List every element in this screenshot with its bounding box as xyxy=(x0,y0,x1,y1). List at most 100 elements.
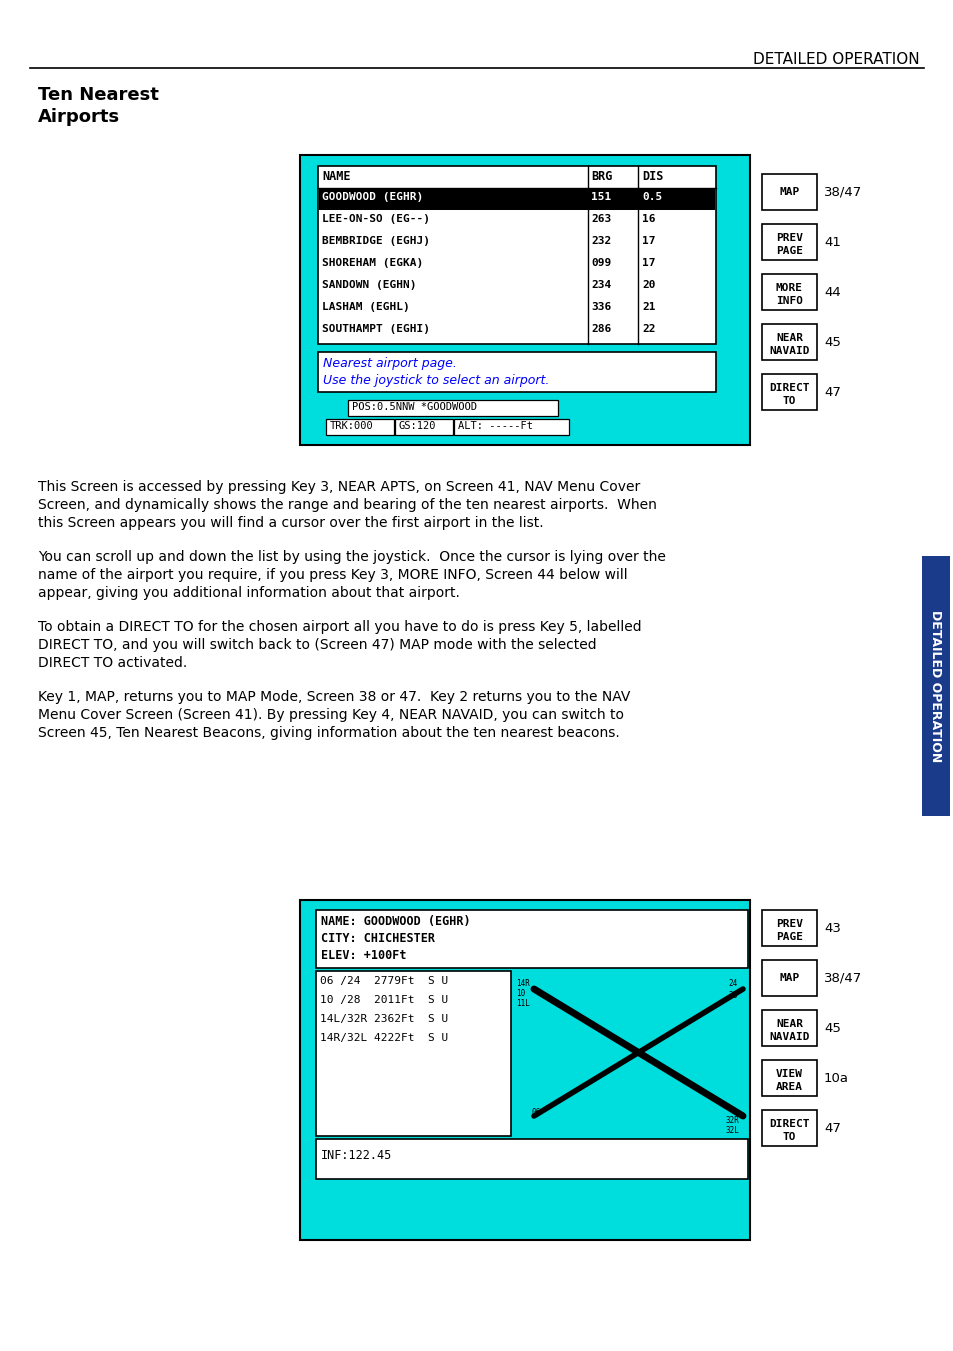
Text: You can scroll up and down the list by using the joystick.  Once the cursor is l: You can scroll up and down the list by u… xyxy=(38,550,665,563)
Text: DIS: DIS xyxy=(641,170,662,182)
Text: ALT: -----Ft: ALT: -----Ft xyxy=(457,422,533,431)
Bar xyxy=(395,419,453,435)
Text: LASHAM (EGHL): LASHAM (EGHL) xyxy=(322,303,410,312)
Bar xyxy=(761,1061,816,1096)
Bar xyxy=(454,419,568,435)
Text: INFO: INFO xyxy=(775,296,802,305)
Text: 10a: 10a xyxy=(823,1071,848,1085)
Text: GOODWOOD (EGHR): GOODWOOD (EGHR) xyxy=(322,192,423,203)
Text: NEAR: NEAR xyxy=(775,332,802,343)
Text: 14R/32L 4222Ft  S U: 14R/32L 4222Ft S U xyxy=(319,1034,448,1043)
Text: 099: 099 xyxy=(590,258,611,267)
Text: 234: 234 xyxy=(590,280,611,290)
Text: INF:122.45: INF:122.45 xyxy=(320,1148,392,1162)
Text: 44: 44 xyxy=(823,285,840,299)
Text: DIRECT TO, and you will switch back to (Screen 47) MAP mode with the selected: DIRECT TO, and you will switch back to (… xyxy=(38,638,596,653)
Text: 14R: 14R xyxy=(516,979,529,988)
Text: PAGE: PAGE xyxy=(775,932,802,942)
Text: MAP: MAP xyxy=(779,973,799,984)
Bar xyxy=(761,224,816,259)
Text: BEMBRIDGE (EGHJ): BEMBRIDGE (EGHJ) xyxy=(322,236,430,246)
Text: 47: 47 xyxy=(823,385,840,399)
Text: 21: 21 xyxy=(641,303,655,312)
Bar xyxy=(761,1011,816,1046)
Bar xyxy=(299,155,749,444)
Text: POS:0.5NNW *GOODWOOD: POS:0.5NNW *GOODWOOD xyxy=(352,403,476,412)
Text: DETAILED OPERATION: DETAILED OPERATION xyxy=(753,51,919,68)
Bar xyxy=(315,971,511,1136)
Text: Screen 45, Ten Nearest Beacons, giving information about the ten nearest beacons: Screen 45, Ten Nearest Beacons, giving i… xyxy=(38,725,619,740)
Bar xyxy=(299,900,749,1240)
Bar xyxy=(761,911,816,946)
Text: MAP: MAP xyxy=(779,186,799,197)
Text: appear, giving you additional information about that airport.: appear, giving you additional informatio… xyxy=(38,586,459,600)
Bar xyxy=(318,189,714,209)
Text: DIRECT TO activated.: DIRECT TO activated. xyxy=(38,657,187,670)
Text: 0.5: 0.5 xyxy=(641,192,661,203)
Text: Menu Cover Screen (Screen 41). By pressing Key 4, NEAR NAVAID, you can switch to: Menu Cover Screen (Screen 41). By pressi… xyxy=(38,708,623,721)
Text: PREV: PREV xyxy=(775,232,802,243)
Bar xyxy=(761,174,816,209)
Bar xyxy=(315,911,747,969)
Text: 16: 16 xyxy=(641,213,655,224)
Text: 24: 24 xyxy=(727,979,737,988)
Text: Screen, and dynamically shows the range and bearing of the ten nearest airports.: Screen, and dynamically shows the range … xyxy=(38,499,657,512)
Text: 47: 47 xyxy=(823,1121,840,1135)
Text: 32L: 32L xyxy=(725,1125,740,1135)
Bar xyxy=(761,1111,816,1146)
Text: 41: 41 xyxy=(823,235,840,249)
Text: This Screen is accessed by pressing Key 3, NEAR APTS, on Screen 41, NAV Menu Cov: This Screen is accessed by pressing Key … xyxy=(38,480,639,494)
Bar xyxy=(315,1139,747,1179)
Text: 20: 20 xyxy=(641,280,655,290)
Text: SANDOWN (EGHN): SANDOWN (EGHN) xyxy=(322,280,416,290)
Bar xyxy=(317,353,716,392)
Text: NAME: GOODWOOD (EGHR): NAME: GOODWOOD (EGHR) xyxy=(320,915,470,928)
Text: Airports: Airports xyxy=(38,108,120,126)
Text: 14L/32R 2362Ft  S U: 14L/32R 2362Ft S U xyxy=(319,1015,448,1024)
Bar xyxy=(921,557,949,816)
Text: 38/47: 38/47 xyxy=(823,185,862,199)
Text: SOUTHAMPT (EGHI): SOUTHAMPT (EGHI) xyxy=(322,324,430,334)
Bar xyxy=(348,400,558,416)
Text: DIRECT: DIRECT xyxy=(768,382,809,393)
Bar xyxy=(761,274,816,309)
Text: 45: 45 xyxy=(823,335,840,349)
Text: 336: 336 xyxy=(590,303,611,312)
Text: CITY: CHICHESTER: CITY: CHICHESTER xyxy=(320,932,435,944)
Text: Nearest airport page.: Nearest airport page. xyxy=(323,357,456,370)
Text: 22: 22 xyxy=(641,324,655,334)
Text: NAVAID: NAVAID xyxy=(768,1032,809,1042)
Text: SHOREHAM (EGKA): SHOREHAM (EGKA) xyxy=(322,258,423,267)
Text: PAGE: PAGE xyxy=(775,246,802,255)
Text: 17: 17 xyxy=(641,258,655,267)
Text: AREA: AREA xyxy=(775,1082,802,1092)
Text: NAME: NAME xyxy=(322,170,350,182)
Text: Key 1, MAP, returns you to MAP Mode, Screen 38 or 47.  Key 2 returns you to the : Key 1, MAP, returns you to MAP Mode, Scr… xyxy=(38,690,630,704)
Text: 32R: 32R xyxy=(725,1116,740,1125)
Text: TO: TO xyxy=(781,396,796,407)
Text: TO: TO xyxy=(781,1132,796,1142)
Bar xyxy=(326,419,394,435)
Text: NEAR: NEAR xyxy=(775,1019,802,1029)
Text: 10 /28  2011Ft  S U: 10 /28 2011Ft S U xyxy=(319,994,448,1005)
Text: 232: 232 xyxy=(590,236,611,246)
Text: DIRECT: DIRECT xyxy=(768,1119,809,1129)
Bar xyxy=(761,374,816,409)
Bar xyxy=(761,961,816,996)
Text: 06: 06 xyxy=(532,1108,540,1117)
Text: 43: 43 xyxy=(823,921,840,935)
Text: 10: 10 xyxy=(516,989,525,998)
Text: 06 /24  2779Ft  S U: 06 /24 2779Ft S U xyxy=(319,975,448,986)
Text: this Screen appears you will find a cursor over the first airport in the list.: this Screen appears you will find a curs… xyxy=(38,516,543,530)
Text: VIEW: VIEW xyxy=(775,1069,802,1079)
Text: 38/47: 38/47 xyxy=(823,971,862,985)
Text: Use the joystick to select an airport.: Use the joystick to select an airport. xyxy=(323,374,549,386)
Text: GS:120: GS:120 xyxy=(398,422,436,431)
Text: BRG: BRG xyxy=(590,170,612,182)
Bar xyxy=(761,324,816,359)
Text: PREV: PREV xyxy=(775,919,802,929)
Text: TRK:000: TRK:000 xyxy=(330,422,374,431)
Text: LEE-ON-SO (EG--): LEE-ON-SO (EG--) xyxy=(322,213,430,224)
Text: ELEV: +100Ft: ELEV: +100Ft xyxy=(320,948,406,962)
Text: 28: 28 xyxy=(727,992,737,1000)
